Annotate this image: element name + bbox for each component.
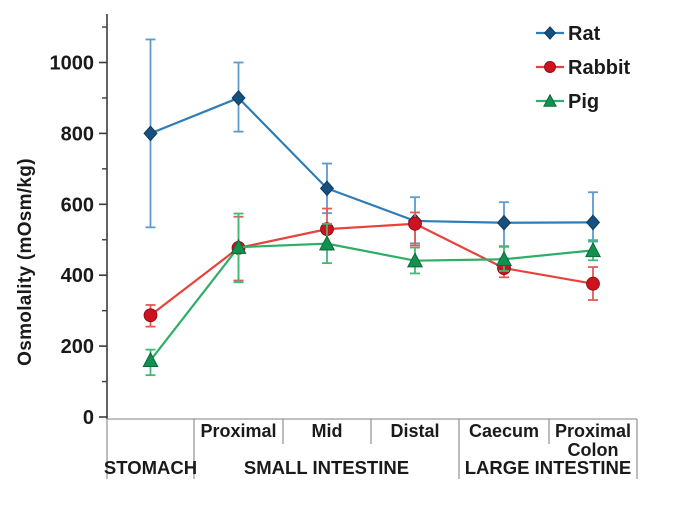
point-rat-5 — [496, 214, 512, 231]
legend-label-pig: Pig — [568, 91, 599, 113]
point-rat-1 — [143, 125, 158, 142]
y-axis-tick-label: 0 — [83, 407, 94, 429]
series-line-rat — [150, 96, 594, 224]
legend-item-rat: Rat — [536, 23, 601, 45]
x-axis-region-label: Distal — [390, 421, 439, 441]
point-pig-4 — [406, 252, 424, 268]
point-pig-3 — [318, 235, 336, 251]
series-line-rabbit — [149, 222, 594, 317]
point-rabbit-6 — [586, 276, 600, 291]
legend-item-pig: Pig — [536, 91, 599, 113]
x-axis-group-label: SMALL INTESTINE — [244, 457, 409, 478]
point-pig-5 — [495, 250, 513, 266]
point-pig-2 — [230, 238, 247, 254]
series-line-pig — [149, 242, 594, 361]
legend-marker-rabbit — [544, 61, 556, 73]
y-axis-tick-label: 200 — [61, 336, 94, 358]
legend-marker-rat — [543, 26, 557, 40]
point-pig-1 — [142, 351, 159, 367]
axes-layer: 0 200 400 600 800 1000 Proximal Mid Distal Caecum… — [50, 14, 638, 479]
x-axis-group-label: STOMACH — [104, 457, 197, 478]
y-axis-tick-label: 800 — [61, 123, 94, 145]
y-axis-title: Osmolality (mOsm/kg) — [15, 158, 36, 366]
x-axis-region-label: Caecum — [469, 421, 539, 441]
legend-label-rabbit: Rabbit — [568, 57, 631, 79]
point-pig-6 — [584, 241, 602, 258]
x-axis-group-label: LARGE INTESTINE — [465, 457, 632, 478]
point-rat-6 — [585, 214, 601, 231]
x-axis-region-label: Proximal Colon — [555, 421, 631, 460]
series-pig — [142, 212, 602, 377]
point-rat-2 — [231, 89, 246, 106]
y-axis-tick-label: 400 — [61, 265, 94, 287]
y-axis-tick-label: 600 — [61, 194, 94, 216]
point-rabbit-4 — [408, 216, 422, 231]
legend-marker-pig — [543, 93, 557, 107]
point-rat-3 — [319, 180, 335, 197]
series-layer — [142, 38, 602, 377]
y-axis-tick-label: 1000 — [50, 53, 95, 75]
legend: Rat Rabbit Pig — [536, 23, 631, 113]
legend-label-rat: Rat — [568, 23, 601, 45]
series-rabbit — [143, 207, 600, 328]
x-axis-region-label: Mid — [312, 421, 343, 441]
series-rat — [143, 38, 601, 248]
legend-item-rabbit: Rabbit — [536, 57, 631, 79]
x-axis-region-label: Proximal — [200, 421, 276, 441]
point-rabbit-1 — [143, 308, 158, 323]
